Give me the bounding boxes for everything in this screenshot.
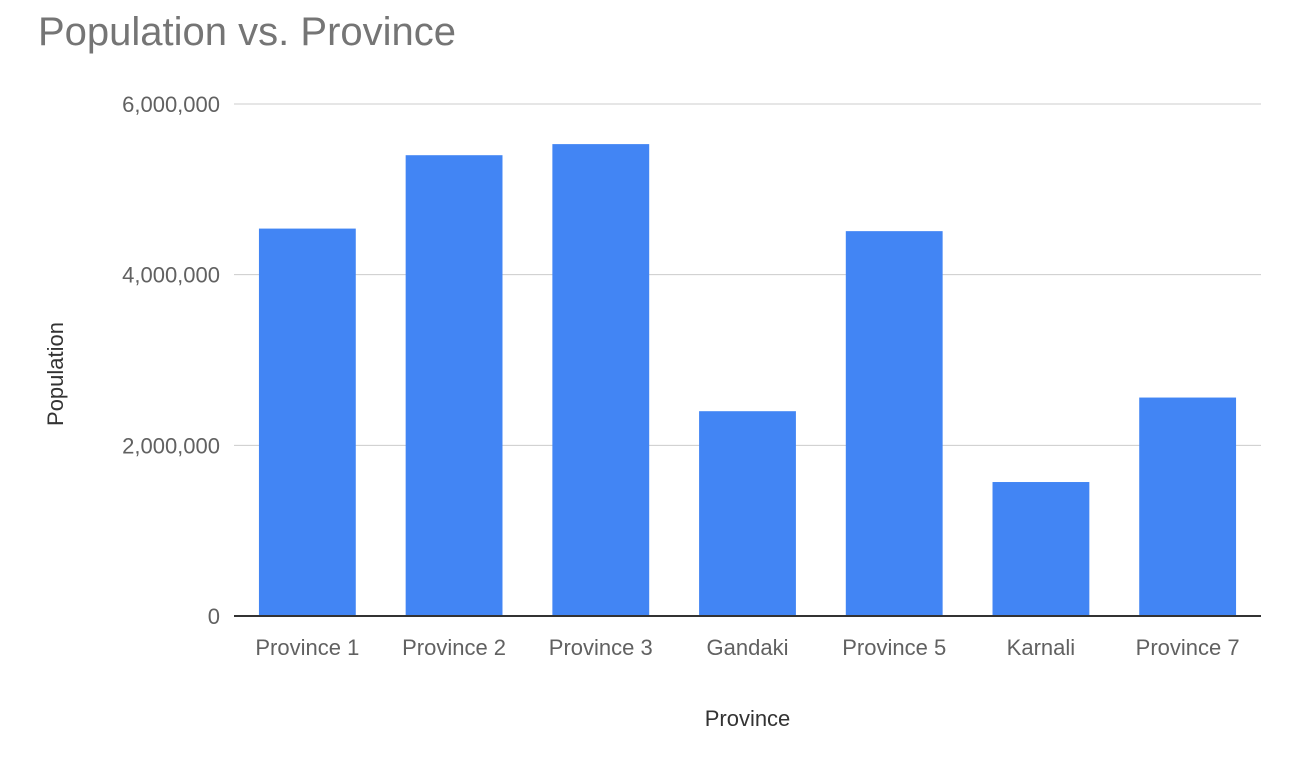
y-tick-label: 2,000,000 [122, 433, 220, 458]
bar [699, 411, 796, 616]
chart-title: Population vs. Province [38, 10, 457, 54]
bar [552, 144, 650, 616]
x-tick-label: Province 5 [842, 635, 946, 660]
bar [405, 155, 503, 616]
bar [845, 231, 943, 616]
bar [258, 228, 356, 616]
bar [1139, 397, 1237, 616]
x-tick-label: Province 1 [255, 635, 359, 660]
y-axis-title: Population [43, 322, 68, 426]
y-tick-label: 4,000,000 [122, 263, 220, 288]
x-tick-label: Gandaki [707, 635, 789, 660]
x-tick-label: Province 7 [1136, 635, 1240, 660]
x-axis-title: Province [705, 706, 791, 731]
x-tick-label: Province 2 [402, 635, 506, 660]
x-tick-label: Karnali [1007, 635, 1075, 660]
y-tick-label: 0 [208, 604, 220, 629]
y-tick-label: 6,000,000 [122, 92, 220, 117]
x-tick-label: Province 3 [549, 635, 653, 660]
bar [992, 482, 1090, 616]
